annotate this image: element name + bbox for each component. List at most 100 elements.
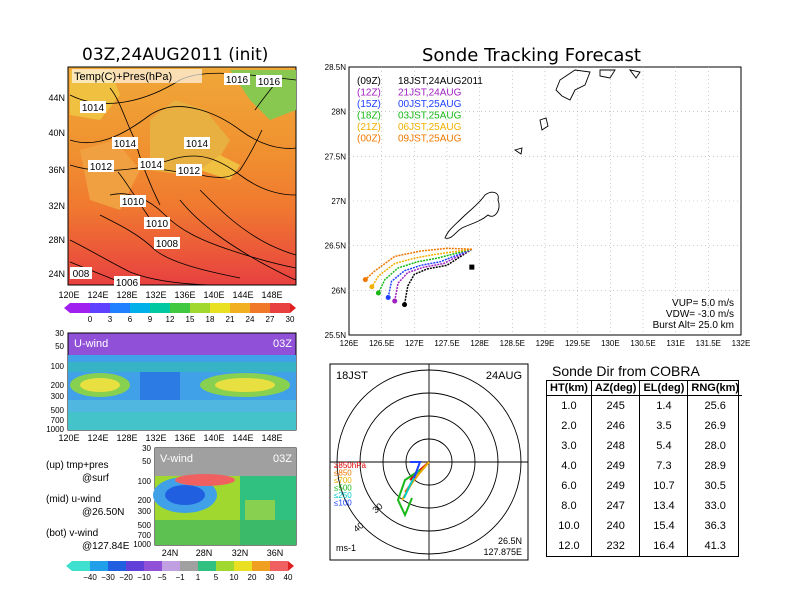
track-line: [377, 248, 472, 294]
landing-point: [402, 302, 408, 308]
isobar-label: 1008: [156, 239, 179, 250]
lev-tick: 700: [138, 531, 152, 540]
lon-tick: 136E: [174, 433, 195, 443]
colorbar-tick: −20: [119, 573, 133, 582]
table-header: EL(deg): [639, 381, 688, 396]
lon-tick: 136E: [174, 290, 195, 300]
lon-tick: 148E: [261, 433, 282, 443]
table-cell: 247: [590, 496, 640, 516]
colorbar-tick: 0: [88, 315, 93, 324]
table-cell: 8.0: [561, 500, 577, 512]
track-line: [403, 248, 473, 305]
table-cell: 249: [590, 456, 640, 476]
note-up-2: @surf: [82, 473, 109, 484]
level-label: ≥850hPa: [334, 461, 367, 470]
table-cell: 28.9: [687, 456, 743, 476]
lat-tick: 32N: [48, 201, 65, 211]
lon-tick: 140E: [203, 433, 224, 443]
level-label: ≤250: [334, 491, 352, 500]
lon-tick: 144E: [232, 290, 253, 300]
ring-label: 40: [351, 520, 365, 534]
lev-tick: 50: [142, 457, 151, 466]
note-bot: (bot) v-wind: [46, 528, 99, 539]
table-row: 4.0 249 7.3 28.9: [547, 456, 743, 476]
isobar-label: 1014: [114, 139, 137, 150]
table-cell: 13.4: [639, 496, 688, 516]
colorbar-tick: 1: [196, 573, 201, 582]
lon-tick: 148E: [261, 290, 282, 300]
lev-tick: 30: [142, 444, 151, 453]
table-cell: 232: [590, 536, 640, 556]
isobar-label: 1014: [186, 139, 209, 150]
landing-point: [369, 284, 375, 290]
table-cell: 41.3: [687, 536, 743, 556]
table-cell: 4.0: [561, 460, 577, 472]
note-mid-2: @26.50N: [82, 507, 125, 518]
lev-tick: 1000: [46, 425, 64, 434]
temp-colorbar: 0 3 6 9 12 15 18 21 24 27 30: [64, 303, 296, 324]
table-cell: 7.3: [639, 456, 688, 476]
legend-z: (00Z): [357, 134, 381, 145]
lon-tick: 132E: [732, 339, 751, 348]
ring-label: 30: [371, 501, 385, 515]
colorbar-tick: 24: [246, 315, 255, 324]
colorbar-tick: 3: [108, 315, 113, 324]
lon-tick: 130.5E: [630, 339, 655, 348]
table-row: 12.0 232 16.4 41.3: [547, 536, 743, 556]
lev-tick: 1000: [133, 540, 151, 549]
polar-time: 18JST: [336, 370, 368, 382]
lev-tick: 700: [51, 416, 65, 425]
lat-tick: 26.5N: [325, 242, 347, 251]
colorbar-tick: 21: [226, 315, 235, 324]
colorbar-tick: 12: [166, 315, 175, 324]
lat-tick: 26N: [331, 286, 346, 295]
table-cell: 10.7: [639, 476, 688, 496]
table-row: 6.0 249 10.7 30.5: [547, 476, 743, 496]
legend-z: (21Z): [357, 122, 381, 133]
track-chart: 25.5N 26N 26.5N 27N 27.5N 28N 28.5N 126E 126.5E…: [325, 63, 751, 348]
notes: (up) tmp+pres @surf (mid) u-wind @26.50N…: [46, 459, 129, 553]
lon-tick: 127.5E: [434, 339, 459, 348]
level-label: ≤500: [334, 484, 352, 493]
track-series: [362, 247, 475, 308]
uwind-section: U-wind 03Z 30 50 100 200 300 500 700 100…: [46, 329, 297, 443]
isobar-label: 1010: [146, 219, 169, 230]
legend-jst: 03JST,25AUG: [398, 111, 462, 122]
lat-tick: 36N: [267, 548, 284, 558]
table-cell: 10.0: [558, 520, 580, 532]
table-cell: 33.0: [687, 496, 743, 516]
level-line: [410, 461, 422, 479]
isobar-label: 1012: [90, 162, 113, 173]
lon-tick: 131E: [666, 339, 685, 348]
lev-tick: 30: [55, 329, 64, 338]
lat-tick: 40N: [48, 128, 65, 138]
lon-tick: 126E: [340, 339, 359, 348]
legend-jst: 21JST,24AUG: [398, 88, 462, 99]
lat-tick: 25.5N: [325, 331, 347, 340]
lon-tick: 124E: [87, 433, 108, 443]
legend-jst: 00JST,25AUG: [398, 99, 462, 110]
legend-z: (15Z): [357, 99, 381, 110]
sonde-table: HT(km) AZ(deg) EL(deg) RNG(km) 1.0 245 1.4…: [546, 380, 743, 557]
table-row: 10.0 240 15.4 36.3: [547, 516, 743, 536]
note-bot-2: @127.84E: [82, 541, 130, 552]
table-cell: 6.0: [561, 480, 577, 492]
colorbar-tick: 30: [286, 315, 295, 324]
lon-tick: 127E: [405, 339, 424, 348]
isobar-label: 1016: [258, 77, 281, 88]
table-cell: 1.4: [639, 395, 688, 416]
vdw-text: VDW= -3.0 m/s: [666, 309, 734, 320]
level-label: ≤850: [334, 469, 352, 478]
lon-tick: 120E: [58, 290, 79, 300]
colorbar-tick: −40: [83, 573, 97, 582]
polar-date: 24AUG: [486, 370, 522, 382]
table-cell: 246: [590, 416, 640, 436]
map-title: 03Z,24AUG2011 (init): [82, 45, 269, 65]
lat-tick: 36N: [48, 165, 65, 175]
landing-point: [375, 290, 381, 296]
table-cell: 36.3: [687, 516, 743, 536]
lon-tick: 140E: [203, 290, 224, 300]
burst-text: Burst Alt= 25.0 km: [653, 320, 734, 331]
colorbar-tick: 30: [266, 573, 275, 582]
lat-tick: 32N: [232, 548, 249, 558]
